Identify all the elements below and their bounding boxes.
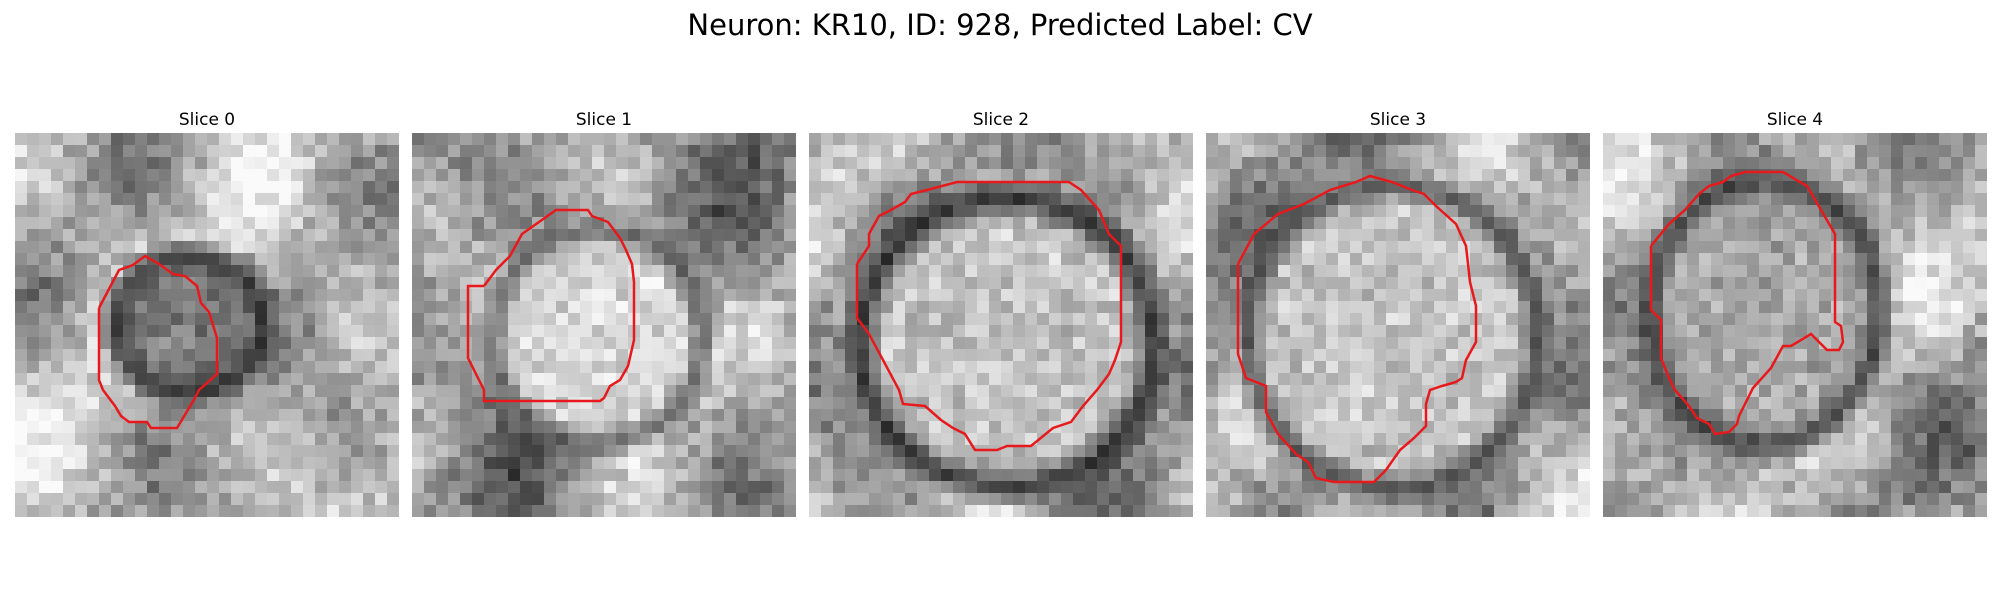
slice-heatmap-3: [1206, 133, 1590, 517]
slice-panel-0: Slice 0: [15, 107, 399, 517]
slice-title-4: Slice 4: [1766, 110, 1824, 130]
slice-title-1: Slice 1: [575, 110, 633, 130]
slice-contour-3: [1236, 174, 1478, 484]
slice-image-3: [1206, 133, 1590, 517]
slice-image-4: [1603, 133, 1987, 517]
slice-image-1: [412, 133, 796, 517]
slice-heatmap-4: [1603, 133, 1987, 517]
slice-panel-4: Slice 4: [1603, 107, 1987, 517]
slice-contour-1: [466, 208, 636, 403]
slice-panel-3: Slice 3: [1206, 107, 1590, 517]
slice-image-2: [809, 133, 1193, 517]
slice-heatmap-0: [15, 133, 399, 517]
slice-title-2: Slice 2: [972, 110, 1030, 130]
slice-contour-0: [97, 254, 219, 430]
slice-title-0: Slice 0: [178, 110, 236, 130]
figure-title: Neuron: KR10, ID: 928, Predicted Label: …: [687, 8, 1313, 42]
slice-contour-4: [1649, 170, 1845, 436]
slice-title-3: Slice 3: [1369, 110, 1427, 130]
slice-contour-2: [855, 180, 1123, 452]
slice-image-0: [15, 133, 399, 517]
slice-panel-1: Slice 1: [412, 107, 796, 517]
slice-heatmap-1: [412, 133, 796, 517]
slice-panel-2: Slice 2: [809, 107, 1193, 517]
